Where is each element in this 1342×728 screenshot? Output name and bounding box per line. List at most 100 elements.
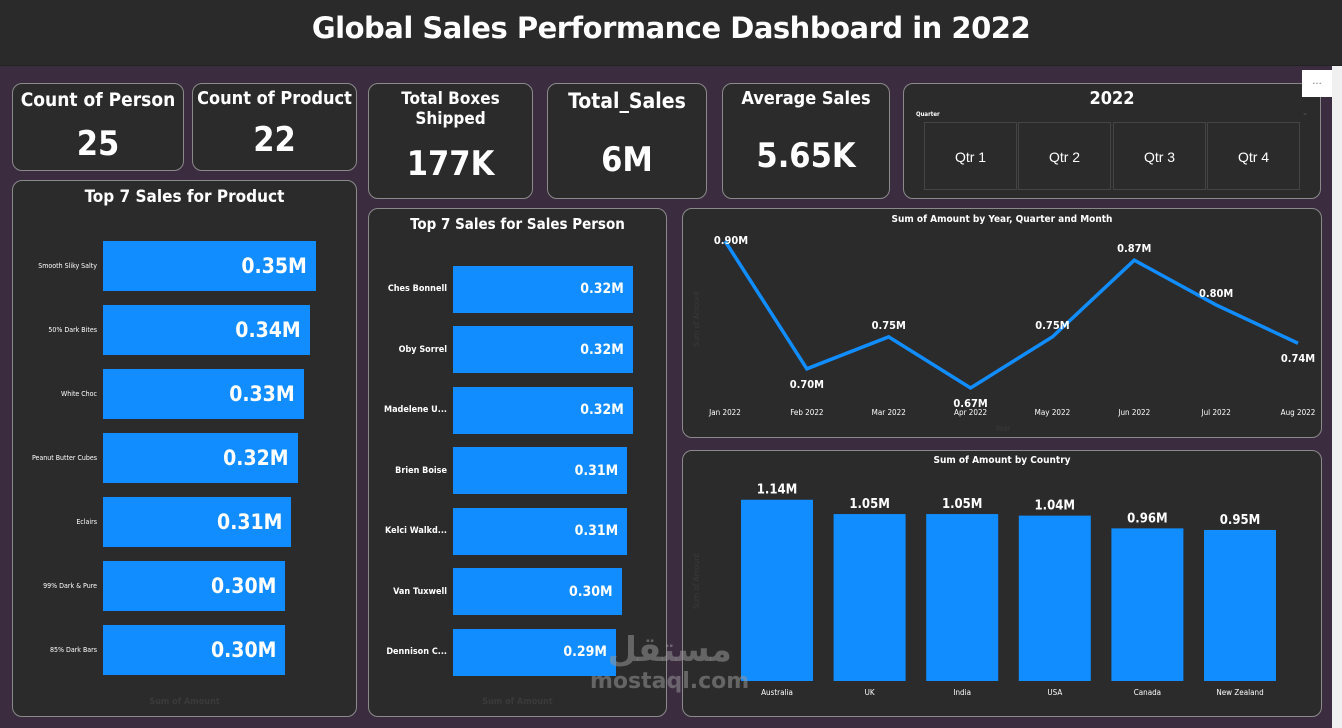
top-products-chart: Top 7 Sales for Product Sum of Amount 0.… bbox=[12, 180, 357, 717]
bar[interactable] bbox=[1111, 528, 1184, 681]
scrollbar[interactable] bbox=[1332, 66, 1342, 728]
category-label: Brien Boise bbox=[395, 465, 447, 476]
kpi-value: 5.65K bbox=[756, 136, 856, 176]
data-label: 1.05M bbox=[849, 497, 890, 512]
slicer-option-qtr3[interactable]: Qtr 3 bbox=[1113, 122, 1206, 190]
y-axis-label: Sum of Amount bbox=[692, 291, 701, 347]
data-label: 0.75M bbox=[872, 319, 906, 332]
x-tick-label: India bbox=[953, 688, 971, 697]
bar[interactable] bbox=[741, 499, 813, 681]
series-line bbox=[723, 240, 1299, 391]
watermark-logo: مستقل mostaql.com bbox=[590, 630, 750, 694]
bar[interactable] bbox=[833, 514, 906, 681]
data-label: 1.05M bbox=[942, 497, 983, 512]
chart-title: Top 7 Sales for Sales Person bbox=[410, 215, 625, 233]
x-tick-label: USA bbox=[1047, 688, 1062, 697]
data-label: 0.96M bbox=[1127, 511, 1168, 526]
x-tick-label: Mar 2022 bbox=[872, 408, 906, 417]
kpi-total-sales: Total_Sales 6M bbox=[547, 83, 707, 199]
data-label: 0.32M bbox=[580, 402, 624, 418]
bar[interactable]: 0.32M bbox=[103, 433, 298, 483]
data-label: 0.30M bbox=[568, 583, 613, 600]
x-tick-label: Feb 2022 bbox=[790, 408, 823, 417]
kpi-count-person: Count of Person 25 bbox=[12, 83, 184, 171]
data-label: 0.32M bbox=[223, 446, 289, 470]
header: Global Sales Performance Dashboard in 20… bbox=[0, 0, 1342, 66]
category-label: Smooth Sliky Salty bbox=[38, 262, 97, 270]
data-label: 0.32M bbox=[580, 281, 624, 297]
x-axis-label: Sum of Amount bbox=[149, 697, 220, 707]
kpi-total-boxes: Total Boxes Shipped 177K bbox=[368, 83, 533, 199]
kpi-value: 25 bbox=[76, 124, 120, 164]
kpi-label: Count of Product bbox=[197, 88, 352, 109]
category-label: Madelene U... bbox=[384, 405, 447, 415]
bar[interactable]: 0.32M bbox=[453, 326, 633, 373]
chart-title: Sum of Amount by Country bbox=[933, 455, 1071, 466]
y-axis-label: Sum of Amount bbox=[692, 553, 701, 609]
bar[interactable] bbox=[1018, 515, 1091, 681]
bar[interactable]: 0.30M bbox=[103, 625, 286, 675]
x-tick-label: New Zealand bbox=[1216, 688, 1263, 697]
x-tick-label: Australia bbox=[761, 688, 793, 697]
bar[interactable]: 0.32M bbox=[453, 265, 633, 313]
bar[interactable]: 0.31M bbox=[453, 447, 628, 494]
data-label: 0.67M bbox=[953, 397, 987, 410]
slicer-option-qtr1[interactable]: Qtr 1 bbox=[924, 122, 1017, 190]
slicer-option-qtr4[interactable]: Qtr 4 bbox=[1207, 122, 1300, 190]
slicer-option-qtr2[interactable]: Qtr 2 bbox=[1018, 122, 1111, 190]
country-bar-chart: Sum of Amount by Country 1.14M Australia 1… bbox=[682, 450, 1322, 717]
kpi-value: 177K bbox=[406, 144, 495, 184]
bar[interactable]: 0.34M bbox=[103, 305, 310, 355]
data-label: 0.34M bbox=[235, 318, 301, 342]
bar[interactable] bbox=[1204, 529, 1276, 681]
bar[interactable]: 0.31M bbox=[103, 497, 292, 547]
bar[interactable]: 0.29M bbox=[453, 628, 616, 676]
data-label: 0.30M bbox=[210, 638, 277, 662]
data-label: 0.32M bbox=[580, 341, 624, 358]
category-label: Van Tuxwell bbox=[393, 586, 447, 597]
kpi-label: Average Sales bbox=[741, 88, 871, 109]
monthly-line-chart: Sum of Amount by Year, Quarter and Month… bbox=[682, 208, 1322, 438]
data-label: 0.31M bbox=[217, 510, 283, 534]
bar[interactable]: 0.32M bbox=[453, 386, 633, 434]
chevron-down-icon[interactable]: ⌄ bbox=[1301, 108, 1308, 117]
data-label: 0.29M bbox=[563, 644, 607, 660]
data-label: 1.14M bbox=[757, 483, 798, 498]
category-label: Peanut Butter Cubes bbox=[32, 454, 97, 462]
data-label: 0.30M bbox=[210, 574, 277, 598]
kpi-count-product: Count of Product 22 bbox=[192, 83, 357, 171]
data-label: 0.33M bbox=[229, 382, 295, 406]
category-label: Kelci Walkd... bbox=[384, 526, 447, 536]
bar[interactable]: 0.30M bbox=[453, 568, 622, 615]
slicer-title: 2022 bbox=[1089, 88, 1135, 109]
more-options-button[interactable]: ··· bbox=[1302, 70, 1332, 97]
kpi-label: Total_Sales bbox=[568, 89, 686, 113]
category-label: Eclairs bbox=[76, 518, 97, 526]
bar[interactable]: 0.30M bbox=[103, 561, 286, 611]
data-label: 0.75M bbox=[1035, 319, 1069, 332]
kpi-label: Total Boxes Shipped bbox=[401, 89, 500, 129]
category-label: 50% Dark Bites bbox=[48, 326, 97, 334]
data-label: 0.80M bbox=[1199, 287, 1233, 300]
chart-title: Top 7 Sales for Product bbox=[84, 187, 285, 207]
x-tick-label: Jan 2022 bbox=[708, 408, 741, 417]
bar[interactable]: 0.35M bbox=[103, 241, 316, 291]
data-label: 0.90M bbox=[714, 234, 748, 247]
page-title: Global Sales Performance Dashboard in 20… bbox=[311, 11, 1031, 45]
data-label: 0.95M bbox=[1220, 513, 1261, 528]
category-label: 99% Dark & Pure bbox=[43, 582, 97, 590]
bar[interactable]: 0.31M bbox=[453, 507, 628, 555]
x-axis-label: Year bbox=[994, 424, 1010, 433]
x-tick-label: Aug 2022 bbox=[1281, 408, 1316, 417]
country-chart-svg: 1.14M Australia 1.05M UK 1.05M India 1.04M USA 0… bbox=[692, 483, 1276, 697]
bar[interactable] bbox=[926, 514, 999, 681]
kpi-label: Count of Person bbox=[20, 89, 176, 111]
data-label: 0.31M bbox=[574, 462, 619, 479]
bar[interactable]: 0.33M bbox=[103, 369, 304, 419]
kpi-average-sales: Average Sales 5.65K bbox=[722, 83, 890, 199]
x-tick-label: May 2022 bbox=[1035, 408, 1070, 417]
data-label: 0.31M bbox=[574, 523, 619, 539]
slicer-field-label: Quarter bbox=[916, 111, 940, 118]
category-label: 85% Dark Bars bbox=[50, 646, 97, 654]
category-label: Ches Bonnell bbox=[387, 284, 447, 294]
